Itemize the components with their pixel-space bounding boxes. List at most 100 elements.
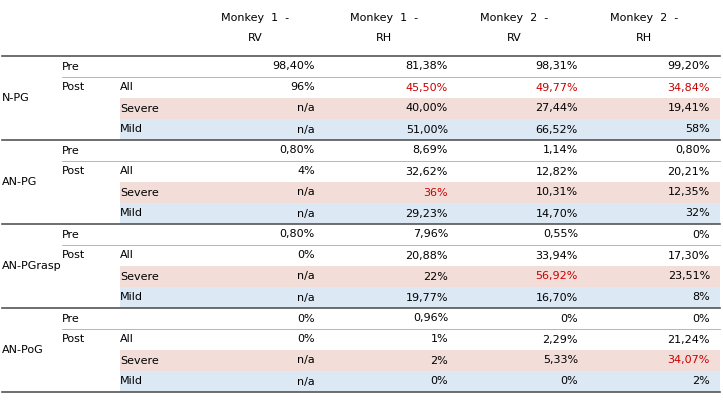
Text: Severe: Severe	[120, 355, 159, 366]
Text: 45,50%: 45,50%	[406, 83, 448, 93]
Text: 36%: 36%	[424, 187, 448, 197]
Text: AN-PoG: AN-PoG	[2, 345, 44, 355]
Text: AN-PG: AN-PG	[2, 177, 38, 187]
Bar	[120, 350, 720, 371]
Bar	[120, 119, 720, 140]
Text: Pre: Pre	[62, 314, 80, 324]
Text: n/a: n/a	[297, 355, 315, 366]
Bar	[120, 182, 720, 203]
Text: RH: RH	[636, 33, 652, 43]
Text: Mild: Mild	[120, 125, 143, 135]
Text: 0%: 0%	[693, 314, 710, 324]
Text: 21,24%: 21,24%	[667, 334, 710, 345]
Text: RV: RV	[507, 33, 521, 43]
Text: 0%: 0%	[430, 376, 448, 386]
Text: 34,84%: 34,84%	[667, 83, 710, 93]
Text: 0%: 0%	[297, 314, 315, 324]
Text: 10,31%: 10,31%	[536, 187, 578, 197]
Text: All: All	[120, 83, 134, 93]
Text: 51,00%: 51,00%	[406, 125, 448, 135]
Text: 5,33%: 5,33%	[543, 355, 578, 366]
Text: n/a: n/a	[297, 293, 315, 303]
Text: 17,30%: 17,30%	[668, 251, 710, 260]
Text: 56,92%: 56,92%	[536, 272, 578, 282]
Text: 1,14%: 1,14%	[543, 145, 578, 156]
Text: 0,80%: 0,80%	[280, 145, 315, 156]
Text: 0%: 0%	[693, 229, 710, 239]
Bar	[120, 371, 720, 392]
Text: Mild: Mild	[120, 293, 143, 303]
Text: 8,69%: 8,69%	[413, 145, 448, 156]
Text: Severe: Severe	[120, 272, 159, 282]
Text: n/a: n/a	[297, 272, 315, 282]
Text: 66,52%: 66,52%	[536, 125, 578, 135]
Text: 23,51%: 23,51%	[668, 272, 710, 282]
Text: Severe: Severe	[120, 104, 159, 114]
Text: AN-PGrasp: AN-PGrasp	[2, 261, 61, 271]
Text: 99,20%: 99,20%	[667, 62, 710, 71]
Text: 0,55%: 0,55%	[543, 229, 578, 239]
Text: 7,96%: 7,96%	[413, 229, 448, 239]
Text: 22%: 22%	[423, 272, 448, 282]
Text: n/a: n/a	[297, 376, 315, 386]
Text: Post: Post	[62, 251, 85, 260]
Text: Mild: Mild	[120, 376, 143, 386]
Text: 32,62%: 32,62%	[406, 166, 448, 177]
Text: 0%: 0%	[297, 251, 315, 260]
Text: 96%: 96%	[290, 83, 315, 93]
Text: 58%: 58%	[685, 125, 710, 135]
Text: Monkey  1  -: Monkey 1 -	[221, 13, 289, 23]
Text: Pre: Pre	[62, 229, 80, 239]
Text: Mild: Mild	[120, 208, 143, 218]
Bar	[120, 203, 720, 224]
Text: 20,21%: 20,21%	[667, 166, 710, 177]
Text: 32%: 32%	[685, 208, 710, 218]
Text: 81,38%: 81,38%	[406, 62, 448, 71]
Text: 0%: 0%	[560, 376, 578, 386]
Text: 34,07%: 34,07%	[667, 355, 710, 366]
Text: Post: Post	[62, 166, 85, 177]
Text: 16,70%: 16,70%	[536, 293, 578, 303]
Text: 0,80%: 0,80%	[280, 229, 315, 239]
Text: Monkey  2  -: Monkey 2 -	[610, 13, 678, 23]
Text: RH: RH	[376, 33, 392, 43]
Text: 0%: 0%	[560, 314, 578, 324]
Text: 27,44%: 27,44%	[535, 104, 578, 114]
Text: N-PG: N-PG	[2, 93, 30, 103]
Bar	[120, 98, 720, 119]
Text: n/a: n/a	[297, 104, 315, 114]
Text: 4%: 4%	[297, 166, 315, 177]
Text: Severe: Severe	[120, 187, 159, 197]
Text: 29,23%: 29,23%	[406, 208, 448, 218]
Text: 0%: 0%	[297, 334, 315, 345]
Text: All: All	[120, 166, 134, 177]
Text: 2%: 2%	[692, 376, 710, 386]
Text: 33,94%: 33,94%	[536, 251, 578, 260]
Text: 98,31%: 98,31%	[536, 62, 578, 71]
Text: 49,77%: 49,77%	[535, 83, 578, 93]
Text: 2,29%: 2,29%	[542, 334, 578, 345]
Text: 12,82%: 12,82%	[536, 166, 578, 177]
Text: 0,96%: 0,96%	[413, 314, 448, 324]
Bar	[120, 287, 720, 308]
Text: Pre: Pre	[62, 145, 80, 156]
Text: 98,40%: 98,40%	[273, 62, 315, 71]
Text: Monkey  2  -: Monkey 2 -	[480, 13, 548, 23]
Text: 2%: 2%	[430, 355, 448, 366]
Text: All: All	[120, 251, 134, 260]
Text: Post: Post	[62, 334, 85, 345]
Text: 8%: 8%	[692, 293, 710, 303]
Bar	[120, 266, 720, 287]
Text: 20,88%: 20,88%	[406, 251, 448, 260]
Text: 14,70%: 14,70%	[536, 208, 578, 218]
Text: 0,80%: 0,80%	[675, 145, 710, 156]
Text: 19,41%: 19,41%	[667, 104, 710, 114]
Text: n/a: n/a	[297, 187, 315, 197]
Text: 12,35%: 12,35%	[668, 187, 710, 197]
Text: 40,00%: 40,00%	[406, 104, 448, 114]
Text: Pre: Pre	[62, 62, 80, 71]
Text: 1%: 1%	[430, 334, 448, 345]
Text: All: All	[120, 334, 134, 345]
Text: RV: RV	[247, 33, 262, 43]
Text: Post: Post	[62, 83, 85, 93]
